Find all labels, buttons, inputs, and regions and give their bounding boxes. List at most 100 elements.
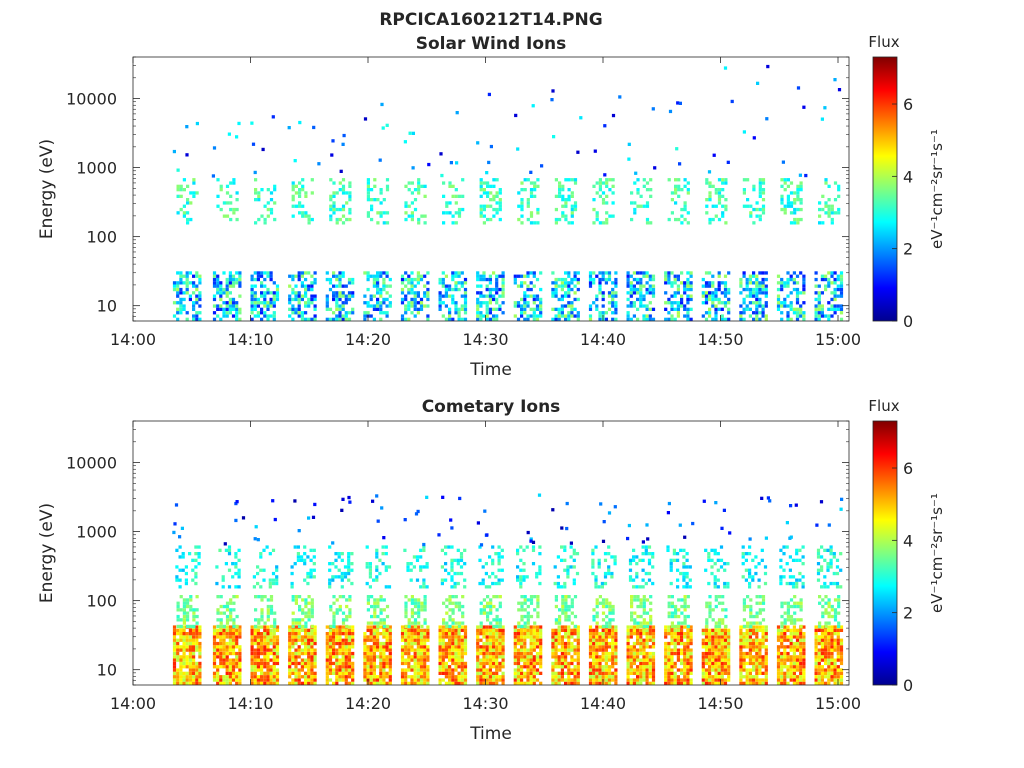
spectrogram-cell	[250, 625, 254, 629]
spectrogram-cell	[501, 645, 505, 649]
spectrogram-cell	[444, 671, 448, 675]
spectrogram-cell	[639, 301, 643, 305]
spectrogram-cell	[192, 281, 196, 285]
spectrogram-cell	[520, 678, 524, 682]
spectrogram-cell	[269, 668, 273, 672]
spectrogram-cell	[482, 641, 486, 646]
spectrogram-cell	[457, 311, 461, 315]
spectrogram-cell	[407, 638, 411, 642]
spectrogram-cell	[598, 595, 602, 599]
spectrogram-cell	[567, 284, 571, 288]
spectrogram-cell	[291, 668, 295, 672]
spectrogram-cell	[636, 307, 640, 311]
spectrogram-cell	[221, 575, 225, 579]
spectrogram-cell	[195, 621, 199, 625]
spectrogram-cell	[437, 533, 441, 537]
spectrogram-cell	[485, 317, 489, 321]
spectrogram-cell	[526, 530, 530, 535]
spectrogram-cell	[645, 221, 650, 225]
spectrogram-cell	[526, 204, 530, 208]
spectrogram-cell	[454, 284, 458, 288]
spectrogram-cell	[539, 641, 543, 646]
spectrogram-cell	[799, 188, 803, 192]
spectrogram-cell	[492, 675, 496, 679]
spectrogram-cell	[304, 191, 308, 195]
spectrogram-cell	[686, 191, 690, 195]
spectrogram-cell	[498, 287, 502, 292]
spectrogram-cell	[387, 565, 392, 569]
spectrogram-cell	[533, 608, 537, 612]
spectrogram-cell	[341, 648, 345, 652]
spectrogram-cell	[172, 655, 177, 659]
spectrogram-cell	[539, 651, 543, 656]
spectrogram-cell	[423, 628, 427, 632]
spectrogram-cell	[250, 668, 254, 672]
spectrogram-cell	[325, 304, 329, 308]
spectrogram-cell	[614, 317, 618, 321]
spectrogram-cell	[195, 284, 199, 288]
spectrogram-cell	[182, 188, 186, 192]
spectrogram-cell	[714, 188, 718, 192]
spectrogram-cell	[221, 585, 225, 589]
spectrogram-cell	[460, 317, 464, 321]
spectrogram-cell	[645, 304, 649, 308]
spectrogram-cell	[595, 191, 599, 195]
spectrogram-cell	[419, 635, 424, 639]
spectrogram-cell	[463, 578, 467, 582]
spectrogram-cell	[636, 271, 640, 275]
spectrogram-cell	[332, 601, 336, 605]
spectrogram-cell	[755, 311, 759, 315]
spectrogram-cell	[454, 665, 458, 669]
spectrogram-cell	[290, 565, 294, 569]
spectrogram-cell	[830, 207, 834, 212]
spectrogram-cell	[629, 678, 633, 682]
spectrogram-cell	[758, 181, 762, 185]
spectrogram-cell	[626, 655, 630, 659]
spectrogram-cell	[495, 635, 499, 639]
spectrogram-cell	[601, 665, 605, 669]
spectrogram-cell	[516, 274, 521, 278]
spectrogram-cell	[639, 287, 643, 292]
spectrogram-cell	[642, 304, 646, 308]
spectrogram-cell	[711, 284, 715, 288]
spectrogram-cell	[228, 641, 232, 646]
spectrogram-cell	[325, 681, 329, 685]
spectrogram-cell	[275, 671, 280, 675]
spectrogram-cell	[588, 645, 593, 649]
spectrogram-cell	[296, 558, 300, 562]
spectrogram-cell	[313, 671, 317, 675]
spectrogram-cell	[227, 552, 232, 556]
spectrogram-cell	[789, 317, 793, 321]
spectrogram-cell	[567, 614, 571, 619]
spectrogram-cell	[351, 675, 355, 679]
spectrogram-cell	[536, 211, 540, 215]
spectrogram-cell	[351, 665, 355, 669]
spectrogram-cell	[533, 194, 537, 198]
spectrogram-cell	[212, 645, 217, 649]
spectrogram-cell	[404, 201, 408, 205]
spectrogram-cell	[417, 611, 421, 615]
spectrogram-cell	[332, 681, 336, 685]
spectrogram-cell	[451, 645, 455, 649]
spectrogram-cell	[786, 311, 790, 315]
spectrogram-cell	[441, 635, 445, 639]
spectrogram-cell	[482, 191, 486, 195]
spectrogram-cell	[195, 645, 199, 649]
spectrogram-cell	[448, 638, 452, 642]
spectrogram-cell	[645, 665, 649, 669]
spectrogram-cell	[558, 608, 562, 612]
spectrogram-cell	[332, 641, 336, 646]
spectrogram-cell	[476, 635, 480, 639]
spectrogram-cell	[523, 658, 527, 662]
spectrogram-cell	[492, 271, 496, 275]
spectrogram-cell	[256, 635, 260, 639]
spectrogram-cell	[438, 681, 442, 685]
spectrogram-cell	[372, 641, 376, 646]
spectrogram-cell	[288, 274, 292, 278]
spectrogram-cell	[310, 648, 314, 652]
spectrogram-cell	[266, 271, 270, 275]
spectrogram-cell	[608, 608, 612, 612]
spectrogram-cell	[351, 661, 355, 666]
spectrogram-cell	[250, 648, 254, 652]
spectrogram-cell	[513, 675, 517, 679]
